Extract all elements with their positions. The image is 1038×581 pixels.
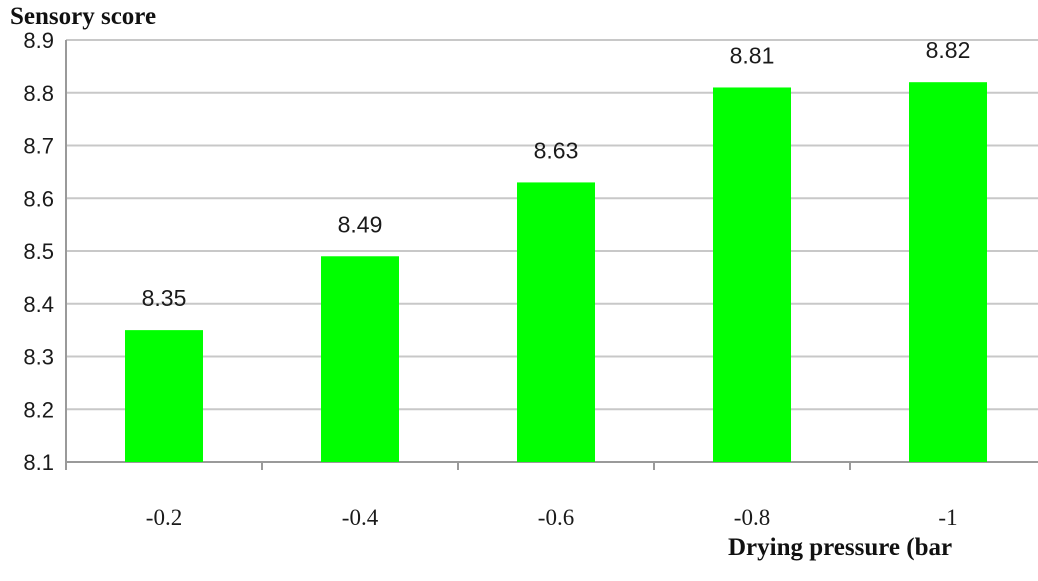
bar (321, 256, 399, 462)
y-tick-label: 8.4 (23, 292, 54, 317)
x-category-label: -0.2 (146, 505, 182, 530)
y-tick-label: 8.6 (23, 186, 54, 211)
bar (517, 182, 595, 463)
y-tick-label: 8.3 (23, 345, 54, 370)
x-category-label: -1 (938, 505, 957, 530)
x-category-label: -0.4 (342, 505, 379, 530)
data-label: 8.35 (142, 285, 187, 311)
y-axis-title: Sensory score (10, 3, 156, 30)
labels: 8.1 8.2 8.3 8.4 8.5 8.6 8.7 8.8 8.9 8.35 -0.2 8.49 -… (23, 28, 970, 530)
y-tick-label: 8.2 (23, 397, 54, 422)
y-tick-label: 8.1 (23, 450, 54, 475)
x-category-label: -0.8 (734, 505, 770, 530)
y-tick-label: 8.8 (23, 81, 54, 106)
data-label: 8.82 (926, 37, 971, 63)
bar (909, 82, 987, 462)
bars (125, 82, 987, 463)
data-label: 8.49 (338, 211, 383, 237)
x-category-label: -0.6 (538, 505, 574, 530)
data-label: 8.63 (534, 137, 579, 163)
x-axis-title: Drying pressure (bar (728, 534, 952, 561)
y-tick-label: 8.7 (23, 134, 54, 159)
y-tick-label: 8.9 (23, 28, 54, 53)
bar (125, 330, 203, 462)
y-tick-label: 8.5 (23, 239, 54, 264)
data-label: 8.81 (730, 42, 775, 68)
bar (713, 87, 791, 462)
